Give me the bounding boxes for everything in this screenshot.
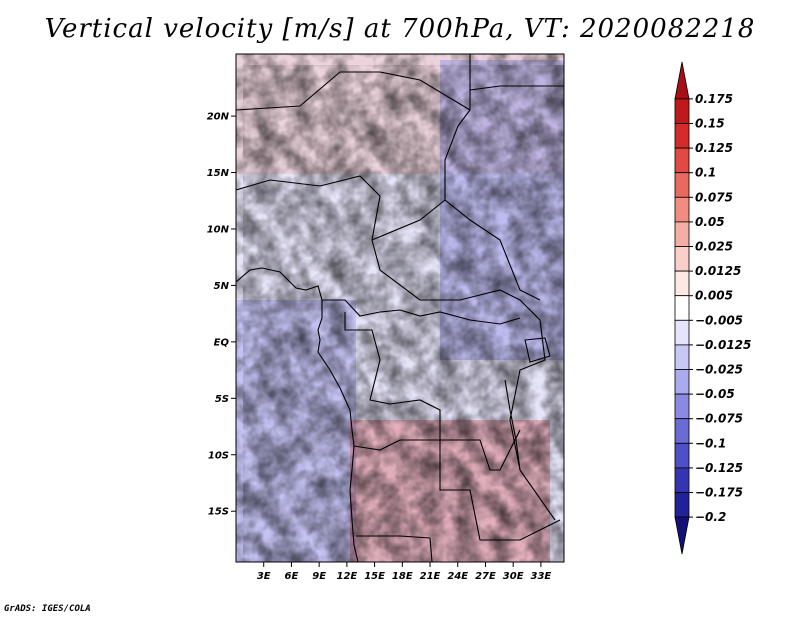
colorbar-band xyxy=(674,246,690,272)
lon-tick-label: 9E xyxy=(312,571,326,582)
colorbar-band xyxy=(674,61,690,100)
lat-tick-label: 15N xyxy=(207,168,230,179)
colorbar-label: −0.2 xyxy=(695,510,726,524)
lon-tick-label: 12E xyxy=(336,571,357,582)
colorbar-band xyxy=(674,418,690,444)
country-borders xyxy=(236,54,564,562)
lon-tick-label: 21E xyxy=(420,571,441,582)
border-north-1 xyxy=(236,71,471,111)
lat-tick-label: 10N xyxy=(207,224,230,235)
lon-tick-label: 18E xyxy=(392,571,413,582)
colorbar-label: 0.125 xyxy=(695,141,733,155)
colorbar-band xyxy=(674,467,690,493)
coastline-west xyxy=(236,267,359,562)
colorbar-band xyxy=(674,319,690,346)
colorbar-band xyxy=(674,172,690,198)
lake-victoria xyxy=(524,337,551,363)
lat-tick-label: EQ xyxy=(214,337,230,348)
border-central-2 xyxy=(371,199,446,241)
border-gulf xyxy=(322,299,521,325)
colorbar-label: −0.0125 xyxy=(695,338,751,352)
lon-tick-label: 3E xyxy=(257,571,271,582)
colorbar-band xyxy=(674,196,690,223)
lat-tick-label: 15S xyxy=(208,507,229,518)
lat-tick-label: 5N xyxy=(214,281,230,292)
colorbar-label: −0.05 xyxy=(695,387,735,401)
border-northeast xyxy=(469,85,564,91)
colorbar-label: 0.175 xyxy=(695,92,733,106)
colorbar-label: −0.005 xyxy=(695,313,743,327)
colorbar-band xyxy=(674,492,690,518)
colorbar-label: −0.1 xyxy=(695,436,726,450)
lat-tick-label: 20N xyxy=(207,112,230,123)
colorbar-band xyxy=(674,442,690,469)
plot-area xyxy=(236,54,564,562)
colorbar-label: 0.075 xyxy=(695,190,733,204)
colorbar-band xyxy=(674,123,690,149)
lon-tick-label: 30E xyxy=(503,571,524,582)
field-noise-blue xyxy=(243,65,564,562)
lon-tick-label: 33E xyxy=(531,571,552,582)
border-south-2 xyxy=(356,535,433,562)
lon-tick-label: 27E xyxy=(475,571,496,582)
colorbar-band xyxy=(674,270,690,297)
colorbar-label: 0.05 xyxy=(695,215,725,229)
colorbar-band xyxy=(674,98,690,124)
colorbar-label: 0.0125 xyxy=(695,264,741,278)
grads-credit: GrADS: IGES/COLA xyxy=(4,604,91,614)
plot-frame xyxy=(235,53,565,563)
colorbar-band xyxy=(674,221,690,247)
lat-tick-label: 10S xyxy=(208,450,229,461)
colorbar-band xyxy=(674,516,690,555)
colorbar-band xyxy=(674,147,690,174)
colorbar: 0.175 0.15 0.125 0.1 0.075 0.05 0.025 0.0125 0.0… xyxy=(674,61,751,555)
map-title: Vertical velocity [m/s] at 700hPa, VT: 2… xyxy=(44,14,756,44)
colorbar-band xyxy=(674,295,690,321)
lon-tick-label: 6E xyxy=(285,571,299,582)
border-congo xyxy=(344,312,521,471)
lat-axis: 20N 15N 10N 5N EQ 5S 10S 15S xyxy=(207,112,236,518)
colorbar-band xyxy=(674,344,690,370)
colorbar-label: −0.075 xyxy=(695,412,743,426)
colorbar-label: 0.1 xyxy=(695,166,716,180)
map-figure: 20N 15N 10N 5N EQ 5S 10S 15S 3E 6E 9E 12E 15E 18E 21E… xyxy=(207,53,751,582)
colorbar-label: 0.005 xyxy=(695,289,733,303)
colorbar-label: 0.15 xyxy=(695,117,725,131)
lon-tick-label: 24E xyxy=(447,571,468,582)
colorbar-label: 0.025 xyxy=(695,240,733,254)
lon-axis: 3E 6E 9E 12E 15E 18E 21E 24E 27E 30E 33E xyxy=(257,562,552,582)
lake-tanganyika xyxy=(504,379,521,471)
lon-tick-label: 15E xyxy=(364,571,385,582)
colorbar-label: −0.125 xyxy=(695,461,743,475)
border-south-1 xyxy=(353,439,561,541)
colorbar-label: −0.025 xyxy=(695,363,743,377)
colorbar-band xyxy=(674,369,690,395)
colorbar-label: −0.175 xyxy=(695,486,743,500)
lat-tick-label: 5S xyxy=(215,394,229,405)
colorbar-band xyxy=(674,393,690,420)
